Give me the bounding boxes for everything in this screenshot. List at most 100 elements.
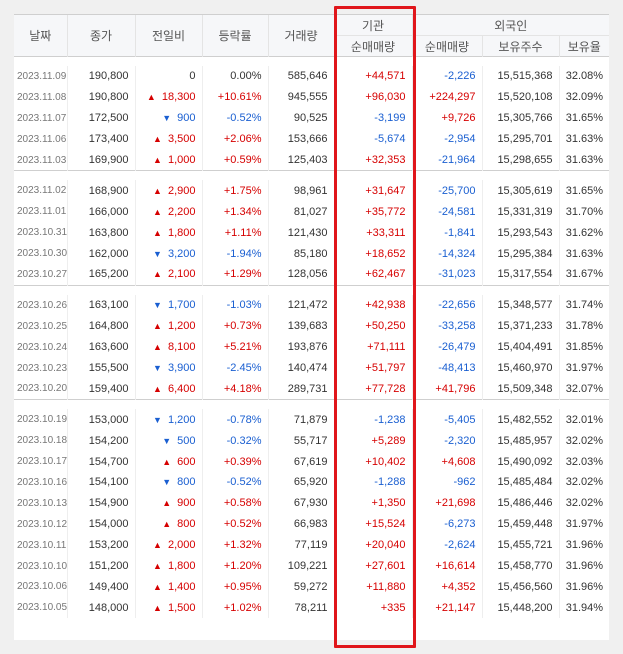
row-foreign-holding: 15,482,552	[481, 409, 559, 431]
table-row: 2023.10.30162,0003,200-1.94%85,180+18,65…	[14, 243, 610, 265]
row-foreign-ratio: 31.96%	[558, 534, 610, 556]
row-foreign-holding: 15,295,384	[481, 243, 559, 265]
row-institution-net: +20,040	[333, 534, 412, 556]
row-date: 2023.11.06	[17, 133, 67, 145]
row-foreign-holding: 15,298,655	[481, 149, 559, 171]
row-rate: -0.78%	[201, 409, 268, 431]
row-foreign-net: -14,324	[411, 243, 482, 265]
row-foreign-holding: 15,509,348	[481, 378, 559, 400]
row-change: 1,800	[134, 555, 202, 577]
row-institution-net: +96,030	[333, 86, 412, 108]
row-foreign-holding: 15,305,619	[481, 180, 559, 202]
row-foreign-net: +4,608	[411, 451, 482, 473]
table-row: 2023.11.07172,500900-0.52%90,525-3,199+9…	[14, 107, 610, 129]
row-change: 2,000	[134, 534, 202, 556]
row-foreign-net: -25,700	[411, 180, 482, 202]
row-date: 2023.10.27	[17, 268, 68, 280]
row-volume: 140,474	[267, 357, 334, 379]
row-close: 164,800	[66, 315, 135, 337]
row-rate: -0.52%	[201, 472, 268, 493]
row-rate: +4.18%	[201, 378, 268, 400]
row-rate: +10.61%	[201, 86, 268, 108]
row-rate: +0.59%	[201, 149, 268, 171]
row-foreign-holding: 15,458,770	[481, 555, 559, 577]
row-foreign-net: +16,614	[411, 555, 482, 577]
row-foreign-ratio: 31.63%	[558, 128, 610, 150]
table-row: 2023.10.27165,2002,100+1.29%128,056+62,4…	[14, 264, 610, 286]
row-foreign-ratio: 31.67%	[558, 264, 610, 286]
row-foreign-net: -21,964	[411, 149, 482, 171]
row-change: 900	[134, 492, 202, 514]
row-foreign-holding: 15,459,448	[481, 513, 559, 535]
row-close: 190,800	[66, 86, 135, 108]
row-change: 1,200	[134, 315, 202, 337]
row-foreign-holding: 15,486,446	[481, 492, 559, 514]
row-foreign-ratio: 32.09%	[558, 86, 610, 108]
row-foreign-holding: 15,520,108	[481, 86, 559, 108]
row-rate: -0.32%	[201, 430, 268, 452]
header-rate: 등락률	[201, 14, 268, 57]
table-row: 2023.10.24163,6008,100+5.21%193,876+71,1…	[14, 336, 610, 358]
header-volume: 거래량	[267, 14, 334, 57]
row-close: 159,400	[66, 378, 135, 400]
row-volume: 85,180	[267, 243, 334, 265]
row-foreign-holding: 15,348,577	[481, 294, 559, 316]
table-row: 2023.11.01166,0002,200+1.34%81,027+35,77…	[14, 201, 610, 223]
row-date: 2023.10.19	[17, 414, 68, 426]
table-row: 2023.11.09 190,800 0 0.00% 585,646 +44,571 -2,…	[14, 66, 610, 87]
table-row: 2023.10.13154,900900+0.58%67,930+1,350+2…	[14, 492, 610, 514]
row-foreign-net: +4,352	[411, 576, 482, 598]
row-institution-net: +335	[333, 597, 412, 619]
row-foreign-holding: 15,460,970	[481, 357, 559, 379]
row-volume: 121,430	[267, 222, 334, 244]
header-foreign: 외국인	[411, 14, 610, 36]
row-foreign-ratio: 31.96%	[558, 576, 610, 598]
row-volume: 139,683	[267, 315, 334, 337]
row-close: 172,500	[66, 107, 135, 129]
row-date: 2023.11.09	[17, 70, 67, 82]
row-rate: +2.06%	[201, 128, 268, 150]
row-date: 2023.10.20	[17, 383, 68, 395]
table-row: 2023.10.16154,100800-0.52%65,920-1,288-9…	[14, 472, 610, 493]
row-close: 166,000	[66, 201, 135, 223]
row-date: 2023.10.10	[17, 560, 68, 572]
row-foreign-holding: 15,331,319	[481, 201, 559, 223]
row-foreign-ratio: 32.01%	[558, 409, 610, 431]
row-change: 1,800	[134, 222, 202, 244]
row-rate: +1.34%	[201, 201, 268, 223]
row-change: 800	[134, 472, 202, 493]
row-volume: 65,920	[267, 472, 334, 493]
row-close: 173,400	[66, 128, 135, 150]
row-foreign-ratio: 31.63%	[558, 149, 610, 171]
header-foreign-net: 순매매량	[411, 35, 482, 57]
row-change: 900	[134, 107, 202, 129]
row-volume: 98,961	[267, 180, 334, 202]
row-close: 168,900	[66, 180, 135, 202]
row-change: 800	[134, 513, 202, 535]
row-volume: 55,717	[267, 430, 334, 452]
row-change: 1,700	[134, 294, 202, 316]
row-volume: 90,525	[267, 107, 334, 129]
row-date: 2023.10.23	[17, 362, 68, 374]
row-date: 2023.10.18	[17, 435, 68, 447]
row-change: 3,900	[134, 357, 202, 379]
row-institution-net: +32,353	[333, 149, 412, 171]
group-spacer	[14, 57, 609, 67]
row-institution-net: -1,288	[333, 472, 412, 493]
row-date: 2023.10.16	[17, 476, 68, 488]
row-foreign-net: +21,698	[411, 492, 482, 514]
row-foreign-holding: 15,404,491	[481, 336, 559, 358]
row-foreign-holding: 15,490,092	[481, 451, 559, 473]
row-change: 2,200	[134, 201, 202, 223]
row-volume: 67,930	[267, 492, 334, 514]
row-foreign-ratio: 31.96%	[558, 555, 610, 577]
row-institution-net: +50,250	[333, 315, 412, 337]
row-change: 8,100	[134, 336, 202, 358]
row-foreign-ratio: 31.74%	[558, 294, 610, 316]
row-rate: +0.39%	[201, 451, 268, 473]
row-rate: +0.58%	[201, 492, 268, 514]
row-institution-net: +1,350	[333, 492, 412, 514]
row-institution-net: +42,938	[333, 294, 412, 316]
row-date: 2023.11.01	[17, 206, 67, 218]
row-foreign-net: -22,656	[411, 294, 482, 316]
